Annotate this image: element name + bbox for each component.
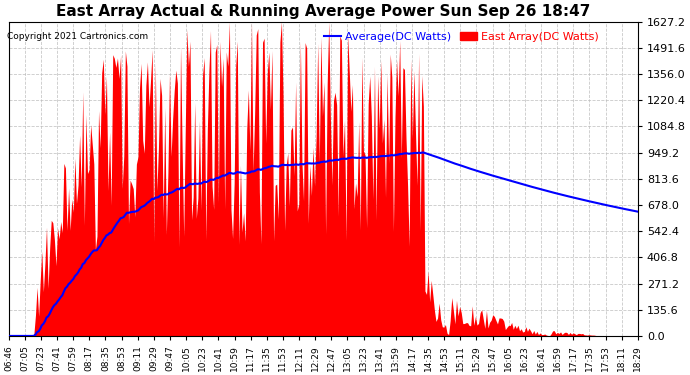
Text: Copyright 2021 Cartronics.com: Copyright 2021 Cartronics.com — [7, 32, 148, 41]
Title: East Array Actual & Running Average Power Sun Sep 26 18:47: East Array Actual & Running Average Powe… — [56, 4, 591, 19]
Legend: Average(DC Watts), East Array(DC Watts): Average(DC Watts), East Array(DC Watts) — [319, 27, 604, 46]
